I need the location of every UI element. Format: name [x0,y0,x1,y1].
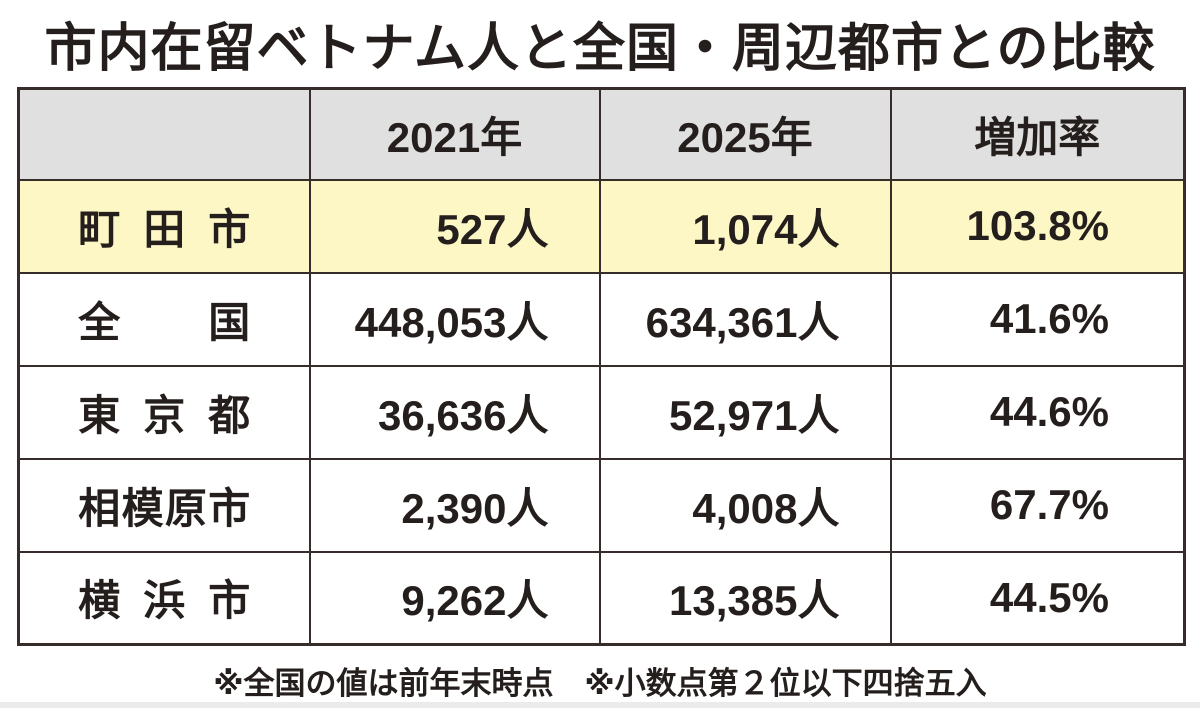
row-label: 相模原市 [17,457,311,553]
table-row-national: 全国 448,053人 634,361人 41.6% [17,271,1186,367]
table-row-yokohama: 横浜市 9,262人 13,385人 44.5% [17,550,1186,646]
value-rate: 67.7% [889,457,1186,553]
row-label: 全国 [17,271,311,367]
row-label-text: 横浜市 [78,577,251,625]
row-label-text: 町田市 [78,205,251,253]
row-label: 東京都 [17,364,311,460]
row-label: 町田市 [17,178,311,274]
bottom-edge-strip [0,702,1200,708]
row-label-text: 東京都 [78,391,251,439]
value-2021: 2,390人 [308,457,601,553]
value-rate: 44.5% [889,550,1186,646]
value-2021: 36,636人 [308,364,601,460]
column-header-rate: 増加率 [889,87,1186,181]
table-row-tokyo: 東京都 36,636人 52,971人 44.6% [17,364,1186,460]
comparison-table: 2021年 2025年 増加率 町田市 527人 1,074人 103.8% 全… [17,87,1186,646]
value-2025: 4,008人 [598,457,892,553]
value-2025: 13,385人 [598,550,892,646]
column-header-blank [17,87,311,181]
value-2025: 52,971人 [598,364,892,460]
table-row-machida: 町田市 527人 1,074人 103.8% [17,178,1186,274]
column-header-2025: 2025年 [598,87,892,181]
value-2021: 527人 [308,178,601,274]
row-label: 横浜市 [17,550,311,646]
row-label-text: 全国 [78,298,251,346]
value-2021: 448,053人 [308,271,601,367]
figure-title: 市内在留ベトナム人と全国・周辺都市との比較 [44,20,1156,78]
table-row-sagamihara: 相模原市 2,390人 4,008人 67.7% [17,457,1186,553]
value-rate: 103.8% [889,178,1186,274]
column-header-2021: 2021年 [308,87,601,181]
value-rate: 41.6% [889,271,1186,367]
row-label-text: 相模原市 [78,484,251,532]
value-rate: 44.6% [889,364,1186,460]
table-header-row: 2021年 2025年 増加率 [17,87,1186,181]
value-2021: 9,262人 [308,550,601,646]
value-2025: 634,361人 [598,271,892,367]
footnote: ※全国の値は前年末時点 ※小数点第２位以下四捨五入 [213,666,987,701]
value-2025: 1,074人 [598,178,892,274]
